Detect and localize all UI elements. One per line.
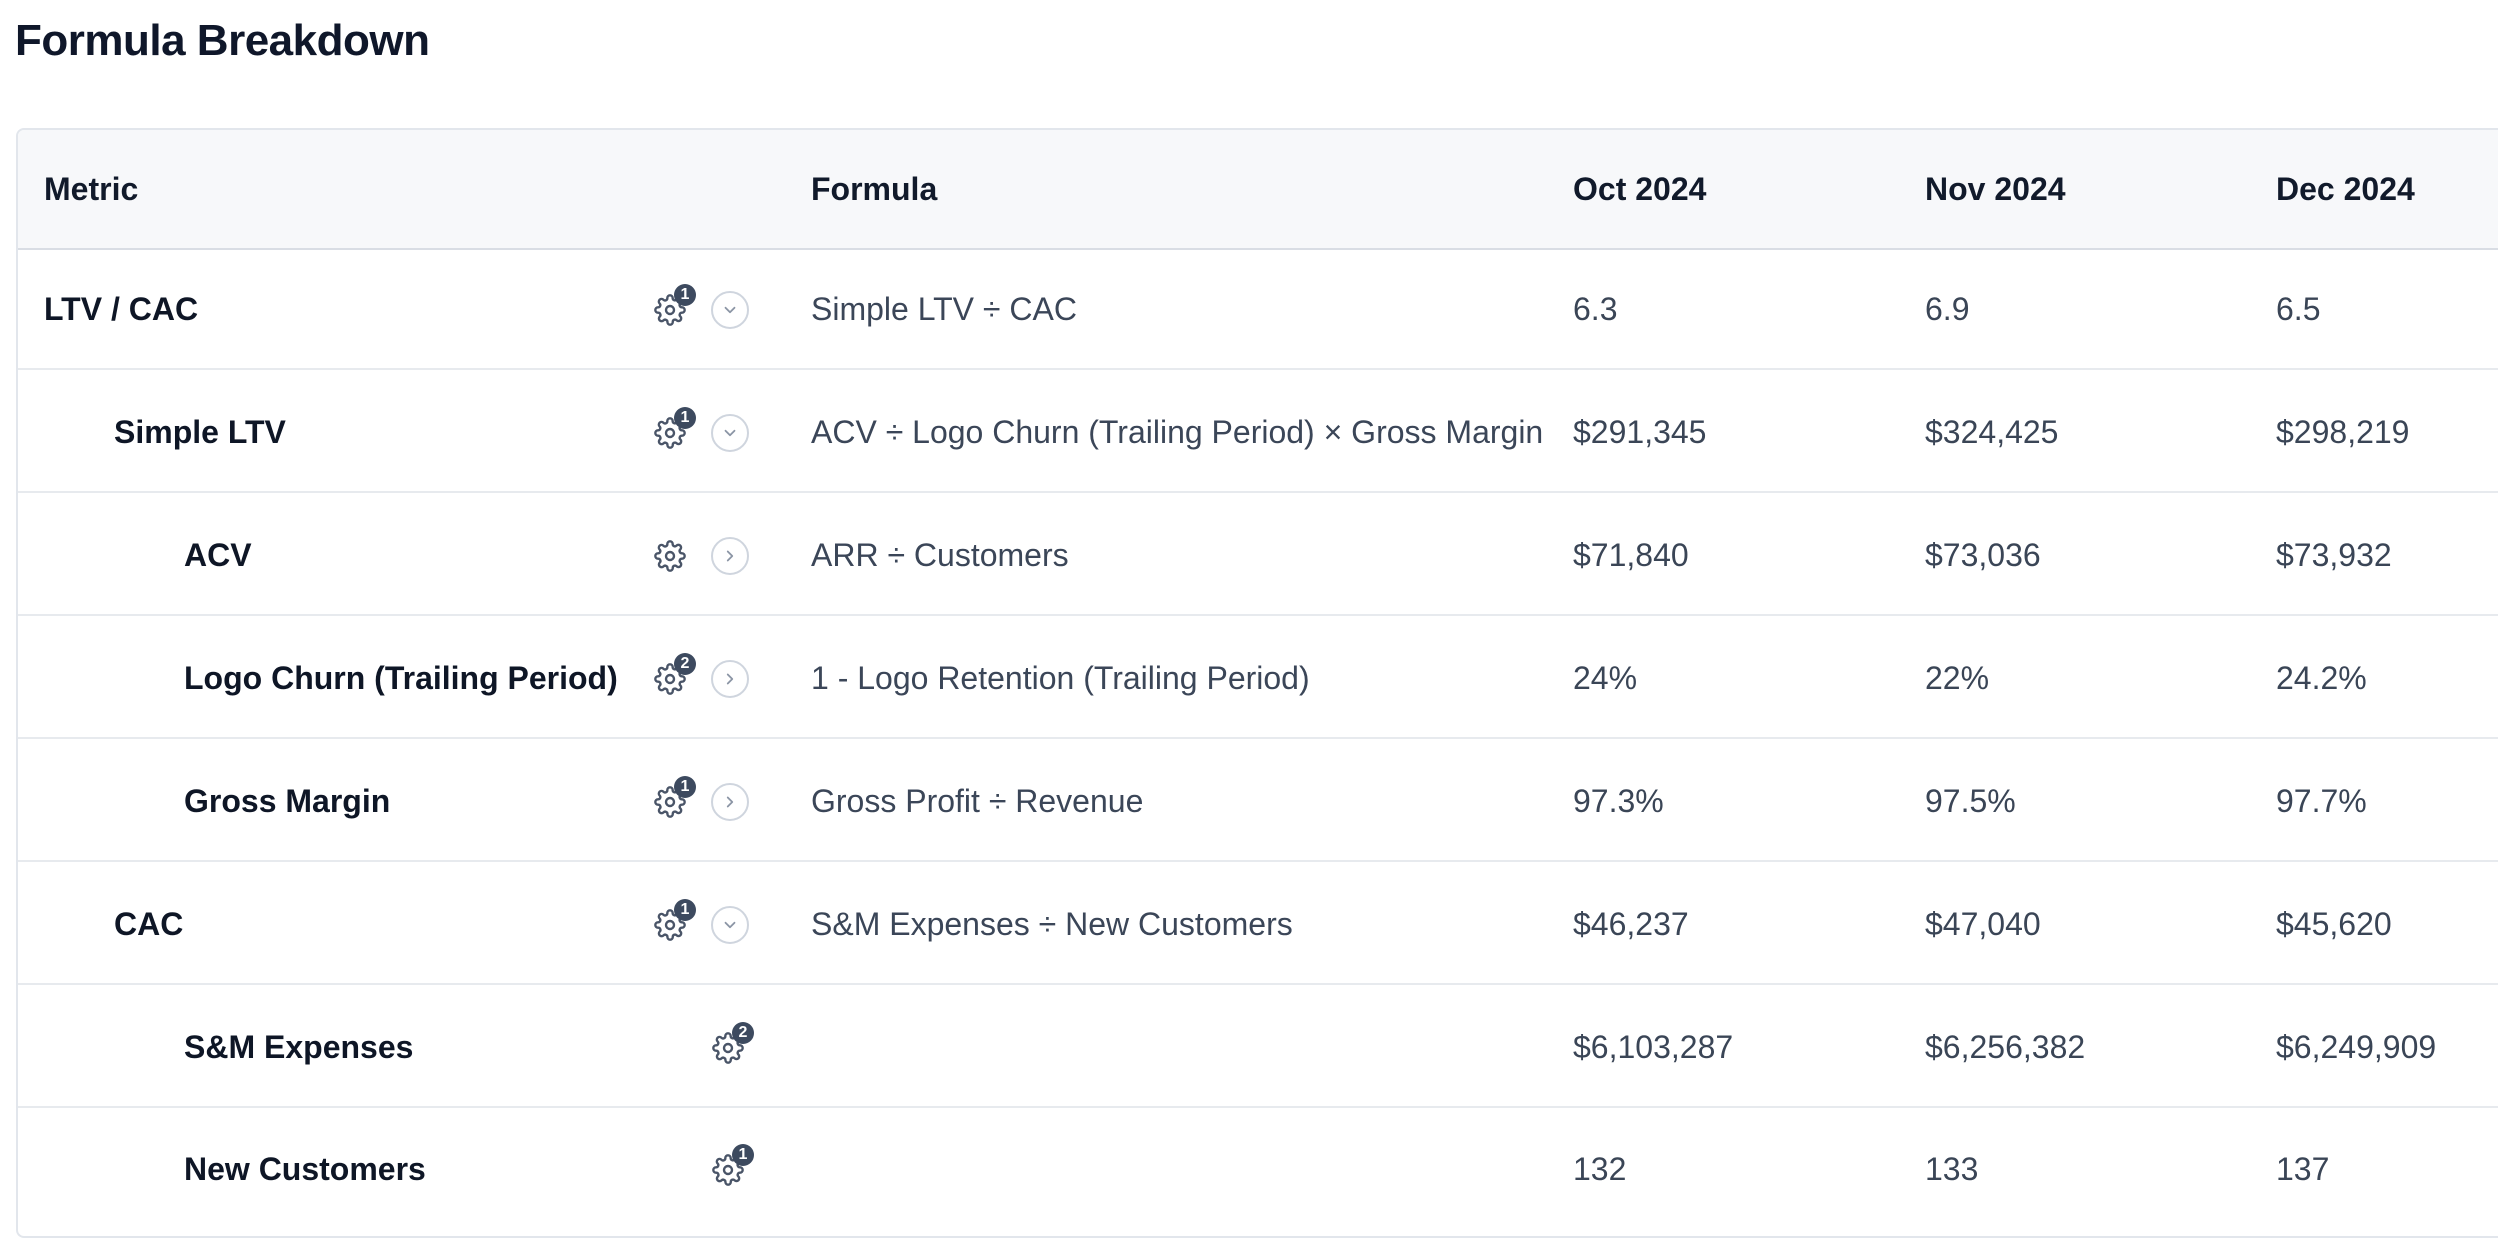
table-header: Metric Formula Oct 2024 Nov 2024 Dec 202… xyxy=(18,130,2498,250)
value-cell: $6,249,909 xyxy=(2276,1029,2437,1065)
metric-name: S&M Expenses xyxy=(184,1029,414,1065)
value-cell: $6,103,287 xyxy=(1573,1029,1734,1065)
formula-text: Simple LTV ÷ CAC xyxy=(811,291,1077,327)
metric-name: New Customers xyxy=(184,1151,426,1187)
header-oct-2024: Oct 2024 xyxy=(1573,171,1707,207)
value-cell: 6.9 xyxy=(1925,291,1970,327)
settings-count-badge: 1 xyxy=(674,776,696,798)
settings-count-badge: 1 xyxy=(674,407,696,429)
table-row: Simple LTV 1 ACV ÷ Logo Churn (Trailing Pe… xyxy=(18,371,2498,493)
value-cell: 24.2% xyxy=(2276,660,2367,696)
table-row: CAC 1 S&M Expenses ÷ New Customers $46,237 $… xyxy=(18,863,2498,985)
table-row: New Customers 1 132 133 137 xyxy=(18,1108,2498,1230)
collapse-toggle-button[interactable] xyxy=(711,414,749,452)
table-row: LTV / CAC 1 Simple LTV ÷ CAC 6.3 6.9 6.5 xyxy=(18,248,2498,370)
value-cell: $291,345 xyxy=(1573,414,1707,450)
header-formula: Formula xyxy=(811,171,938,207)
value-cell: 97.5% xyxy=(1925,783,2016,819)
formula-text: 1 - Logo Retention (Trailing Period) xyxy=(811,660,1310,696)
metric-name: Simple LTV xyxy=(114,414,286,450)
value-cell: 97.7% xyxy=(2276,783,2367,819)
value-cell: 97.3% xyxy=(1573,783,1664,819)
value-cell: 137 xyxy=(2276,1151,2330,1187)
value-cell: 6.3 xyxy=(1573,291,1618,327)
header-nov-2024: Nov 2024 xyxy=(1925,171,2066,207)
table-row: Gross Margin 1 Gross Profit ÷ Revenue 97.3%… xyxy=(18,740,2498,862)
header-dec-2024: Dec 2024 xyxy=(2276,171,2415,207)
value-cell: $47,040 xyxy=(1925,906,2041,942)
settings-gear-icon[interactable]: 1 xyxy=(712,1144,754,1186)
value-cell: $73,036 xyxy=(1925,537,2041,573)
table-row: S&M Expenses 2 $6,103,287 $6,256,382 $6,249,… xyxy=(18,986,2498,1108)
value-cell: 22% xyxy=(1925,660,1990,696)
formula-text: S&M Expenses ÷ New Customers xyxy=(811,906,1293,942)
metric-name: CAC xyxy=(114,906,184,942)
value-cell: $324,425 xyxy=(1925,414,2059,450)
formula-breakdown-table: Metric Formula Oct 2024 Nov 2024 Dec 202… xyxy=(16,128,2498,1238)
value-cell: 6.5 xyxy=(2276,291,2321,327)
settings-count-badge: 1 xyxy=(732,1144,754,1166)
value-cell: $45,620 xyxy=(2276,906,2392,942)
expand-toggle-button[interactable] xyxy=(711,660,749,698)
header-metric: Metric xyxy=(44,171,139,207)
value-cell: 132 xyxy=(1573,1151,1627,1187)
settings-gear-icon[interactable]: 2 xyxy=(654,653,696,695)
value-cell: $46,237 xyxy=(1573,906,1689,942)
value-cell: $73,932 xyxy=(2276,537,2392,573)
metric-name: Gross Margin xyxy=(184,783,391,819)
value-cell: 24% xyxy=(1573,660,1638,696)
table-row: ACV ARR ÷ Customers $71,840 $73,036 $73,932 xyxy=(18,494,2498,616)
settings-gear-icon[interactable]: 1 xyxy=(654,776,696,818)
formula-text: ARR ÷ Customers xyxy=(811,537,1069,573)
value-cell: $71,840 xyxy=(1573,537,1689,573)
collapse-toggle-button[interactable] xyxy=(711,906,749,944)
page-title: Formula Breakdown xyxy=(15,16,430,65)
collapse-toggle-button[interactable] xyxy=(711,291,749,329)
value-cell: $6,256,382 xyxy=(1925,1029,2086,1065)
formula-text: ACV ÷ Logo Churn (Trailing Period) × Gro… xyxy=(811,414,1544,450)
metric-name: Logo Churn (Trailing Period) xyxy=(184,660,618,696)
settings-gear-icon[interactable]: 1 xyxy=(654,284,696,326)
settings-count-badge: 1 xyxy=(674,899,696,921)
expand-toggle-button[interactable] xyxy=(711,783,749,821)
settings-gear-icon[interactable] xyxy=(654,536,690,572)
settings-count-badge: 1 xyxy=(674,284,696,306)
settings-gear-icon[interactable]: 1 xyxy=(654,407,696,449)
settings-gear-icon[interactable]: 1 xyxy=(654,899,696,941)
expand-toggle-button[interactable] xyxy=(711,537,749,575)
metric-name: LTV / CAC xyxy=(44,291,199,327)
formula-text: Gross Profit ÷ Revenue xyxy=(811,783,1144,819)
settings-count-badge: 2 xyxy=(674,653,696,675)
settings-gear-icon[interactable]: 2 xyxy=(712,1022,754,1064)
settings-count-badge: 2 xyxy=(732,1022,754,1044)
value-cell: 133 xyxy=(1925,1151,1979,1187)
metric-name: ACV xyxy=(184,537,252,573)
value-cell: $298,219 xyxy=(2276,414,2410,450)
table-row: Logo Churn (Trailing Period) 2 1 - Logo Re… xyxy=(18,617,2498,739)
